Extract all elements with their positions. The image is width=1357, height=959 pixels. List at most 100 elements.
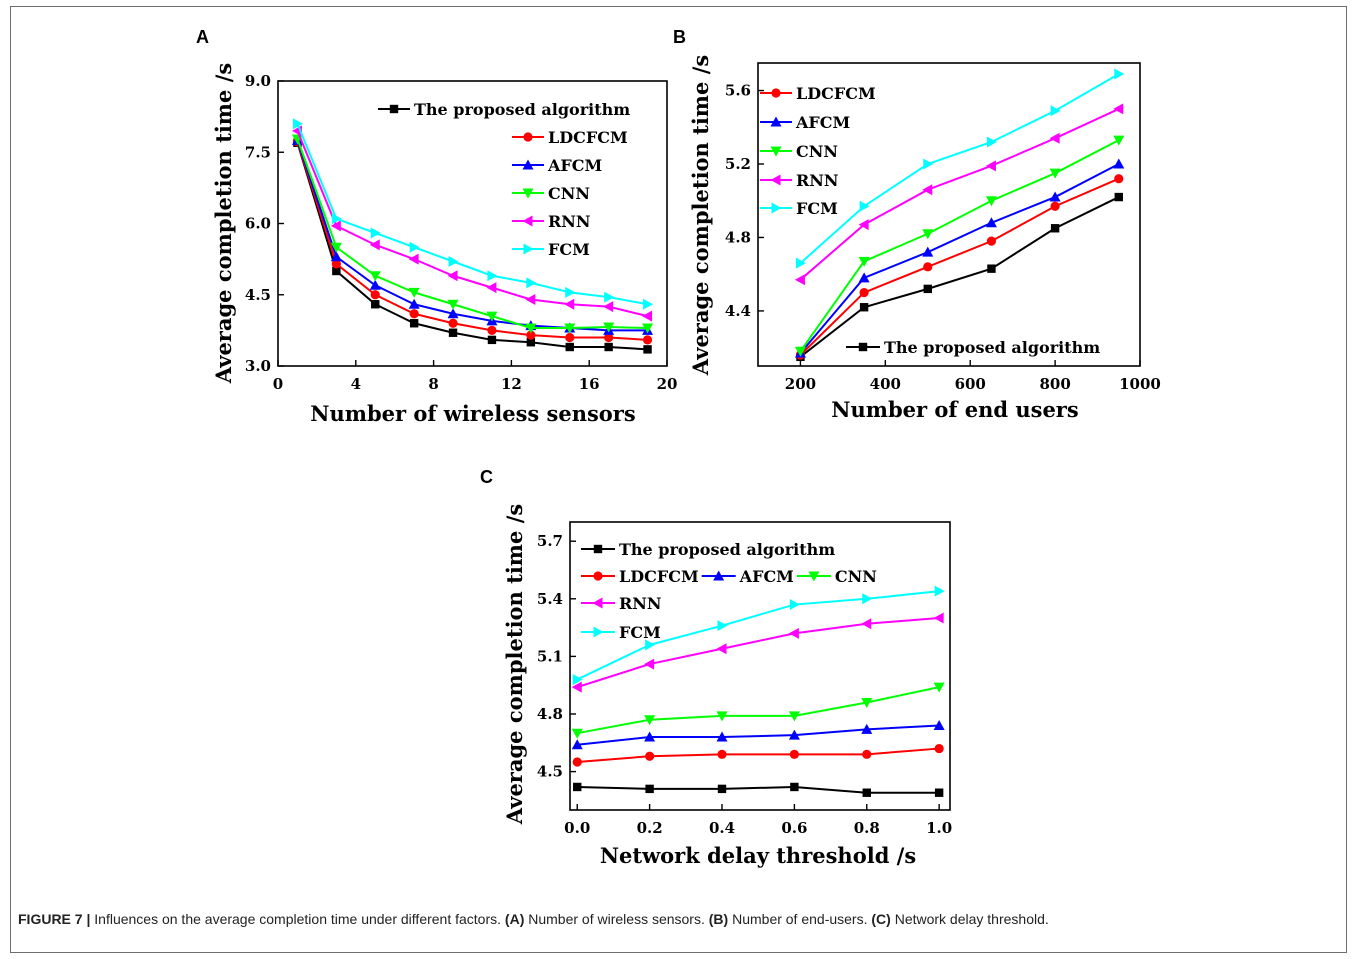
panel-c-point-rnn: [788, 627, 799, 639]
panel-c-series-afcm: [571, 720, 945, 750]
panel-b-line-cnn: [799, 139, 1120, 352]
panel-b-legend-marker-afcm: [770, 116, 782, 127]
panel-a-point-rnn: [642, 310, 653, 322]
panel-a-point-the-proposed-algorithm: [526, 338, 536, 347]
panel-c-series-the-proposed-algorithm: [573, 782, 944, 797]
panel-c-x-tick-label: 1.0: [926, 819, 952, 837]
panel-c-legend-fcm: FCM: [581, 623, 661, 642]
panel-c-y-tick-label: 4.5: [537, 763, 563, 781]
panel-letter-a: A: [196, 27, 209, 47]
panel-b-legend-ldcfcm: LDCFCM: [760, 84, 876, 103]
panel-b-x-tick-label: 800: [1039, 375, 1070, 393]
panel-a-point-cnn: [642, 323, 654, 334]
panel-a-x-tick-label: 8: [428, 375, 438, 393]
panel-a-series-ldcfcm: [292, 137, 653, 345]
panel-a-legend-label-ldcfcm: LDCFCM: [548, 128, 628, 147]
panel-b-point-fcm: [986, 136, 997, 148]
panel-letter-b: B: [673, 27, 686, 47]
panel-c-legend-afcm: AFCM: [701, 567, 794, 586]
panel-a-point-rnn: [369, 239, 380, 251]
panel-c-point-rnn: [571, 681, 582, 693]
panel-a-point-cnn: [447, 299, 459, 310]
panel-a-point-fcm: [643, 298, 654, 310]
panel-b-legend-marker-cnn: [770, 146, 782, 157]
panel-c-x-tick-label: 0.8: [854, 819, 880, 837]
panel-b-legend-marker-ldcfcm: [771, 88, 781, 98]
panel-c-point-cnn: [571, 728, 583, 739]
panel-a-line-the-proposed-algorithm: [296, 142, 648, 351]
panel-a-point-fcm: [604, 291, 615, 303]
panel-c-point-fcm: [862, 593, 873, 605]
panel-b-point-ldcfcm: [1050, 201, 1060, 211]
panel-a-point-rnn: [408, 253, 419, 265]
panel-b-series-rnn: [794, 103, 1124, 286]
panel-b-legend-label-cnn: CNN: [796, 142, 838, 161]
panel-c-legend-cnn: CNN: [796, 567, 877, 586]
panel-a-point-rnn: [447, 270, 458, 282]
panel-b-point-ldcfcm: [1114, 174, 1124, 184]
panel-b-point-afcm: [858, 272, 870, 283]
panel-b-point-the-proposed-algorithm: [923, 284, 932, 294]
panel-b-line-fcm: [799, 73, 1120, 264]
panel-b-legend-cnn: CNN: [760, 142, 838, 161]
panel-a-point-afcm: [447, 308, 459, 319]
panel-c-point-the-proposed-algorithm: [862, 788, 871, 797]
panel-a-y-tick-label: 7.5: [245, 143, 271, 161]
caption-text-c: Network delay threshold.: [890, 911, 1049, 927]
panel-a-line-cnn: [296, 138, 648, 329]
panel-b-legend-label-fcm: FCM: [796, 199, 838, 218]
panel-a-point-ldcfcm: [604, 332, 614, 343]
panel-a-legend-label-afcm: AFCM: [547, 156, 602, 175]
panel-b-y-tick-label: 5.2: [725, 155, 751, 173]
panel-c-point-cnn: [933, 682, 945, 693]
panel-c-point-cnn: [861, 697, 873, 708]
panel-c-line-cnn: [577, 686, 940, 735]
panel-c-point-afcm: [861, 723, 873, 734]
panel-b-x-tick-label: 200: [785, 375, 816, 393]
panel-letter-c: C: [480, 467, 493, 487]
panel-a-legend-marker-the-proposed-algorithm: [389, 104, 399, 114]
panel-c-point-rnn: [861, 618, 872, 630]
panel-a-point-fcm: [565, 286, 576, 298]
panel-a-legend-rnn: RNN: [512, 212, 591, 231]
panel-a-series-cnn: [291, 134, 654, 334]
panel-a-point-afcm: [408, 298, 420, 309]
panel-b-point-afcm: [1113, 158, 1125, 169]
panel-a-legend-the-proposed-algorithm: The proposed algorithm: [378, 100, 630, 119]
panel-a-legend-label-rnn: RNN: [548, 212, 591, 231]
panel-c-y-axis-title: Average completion time /s: [502, 504, 527, 825]
panel-a-legend-ldcfcm: LDCFCM: [512, 128, 628, 147]
caption-tag-b: (B): [708, 911, 729, 927]
panel-c-point-fcm: [789, 599, 800, 611]
panel-a-legend-fcm: FCM: [512, 240, 590, 259]
panel-b-point-rnn: [985, 160, 996, 172]
panel-c-legend-label-rnn: RNN: [619, 594, 662, 613]
caption-text-b: Number of end-users.: [728, 911, 872, 927]
panel-c-point-afcm: [788, 729, 800, 740]
panel-a-point-cnn: [369, 271, 381, 282]
panel-c-x-tick-label: 0.6: [781, 819, 807, 837]
panel-b-point-rnn: [858, 219, 869, 231]
panel-a-point-rnn: [330, 220, 341, 232]
panel-a-x-tick-label: 4: [351, 375, 361, 393]
panel-b-point-cnn: [1049, 168, 1061, 179]
panel-a-line-ldcfcm: [296, 141, 648, 341]
panel-b-line-ldcfcm: [799, 177, 1120, 356]
panel-c-point-afcm: [571, 739, 583, 750]
panel-b-point-rnn: [794, 274, 805, 286]
panel-c-legend-label-cnn: CNN: [835, 567, 877, 586]
panel-b-point-fcm: [1050, 105, 1061, 117]
panel-c-point-the-proposed-algorithm: [790, 782, 799, 792]
panel-c-x-tick-label: 0.2: [637, 819, 663, 837]
panel-b-point-rnn: [1113, 103, 1124, 115]
chart-panel-a: 0 4 8 12 16 20 3.0 4.5 6.0 7.5 9.0 Number of wirele…: [211, 63, 677, 426]
panel-b-legend-marker-fcm: [771, 202, 782, 214]
panel-c-legend-marker-cnn: [808, 571, 820, 582]
panel-a-x-tick-label: 0: [273, 375, 283, 393]
panel-a-x-axis-title: Number of wireless sensors: [310, 401, 635, 426]
panel-a-point-fcm: [292, 118, 303, 130]
panel-c-point-cnn: [716, 711, 728, 722]
panel-a-point-the-proposed-algorithm: [448, 328, 458, 337]
panel-b-point-the-proposed-algorithm: [1114, 192, 1123, 202]
panel-c-series-rnn: [571, 612, 944, 693]
